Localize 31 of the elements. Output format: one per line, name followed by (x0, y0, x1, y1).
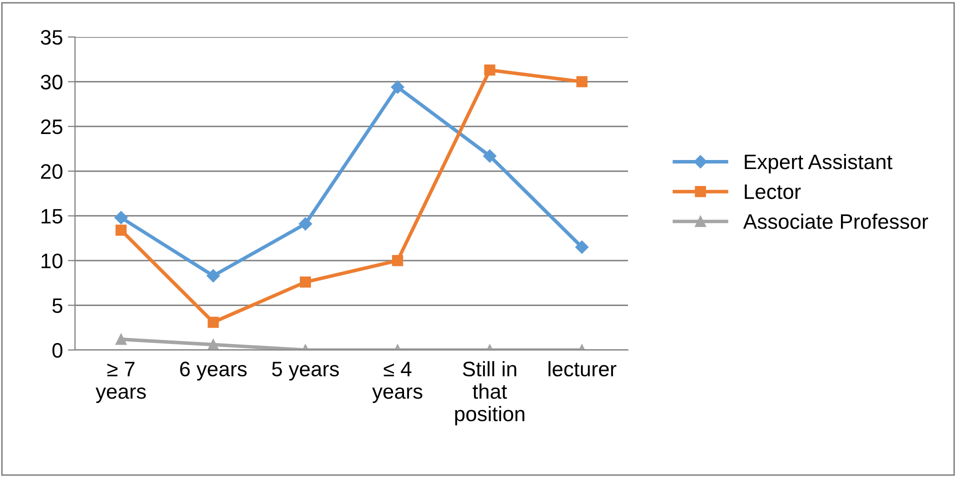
point (392, 255, 404, 266)
point (390, 80, 404, 94)
point (484, 64, 496, 76)
y-tick-label: 20 (41, 164, 62, 179)
x-tick-label: 6 years (180, 362, 247, 381)
y-tick-label: 10 (42, 254, 62, 268)
point (114, 211, 128, 224)
x-tick-label: ≥ 7 years (96, 362, 146, 403)
point (483, 149, 496, 163)
point (576, 76, 588, 88)
point (298, 217, 312, 230)
x-tick-label: lecturer (548, 361, 616, 376)
point (116, 224, 127, 236)
legend-label: Lector (744, 184, 801, 200)
y-tick-label: 25 (41, 119, 62, 134)
y-tick-label: 30 (40, 74, 62, 90)
point (116, 334, 127, 345)
y-tick-label: 0 (52, 343, 62, 358)
point (206, 269, 220, 282)
y-tick-label: 5 (52, 298, 62, 314)
point (208, 316, 219, 328)
x-tick-label: ≤ 4 years (372, 362, 422, 403)
y-tick-label: 35 (40, 30, 62, 45)
x-tick-label: Still in that position (455, 361, 524, 426)
point (208, 339, 219, 350)
y-tick-label: 15 (42, 209, 62, 224)
legend-label: Expert Assistant (744, 154, 892, 174)
point (300, 276, 311, 288)
x-tick-label: 5 years (272, 362, 339, 381)
point (575, 240, 589, 254)
legend-label: Associate Professor (743, 214, 928, 229)
